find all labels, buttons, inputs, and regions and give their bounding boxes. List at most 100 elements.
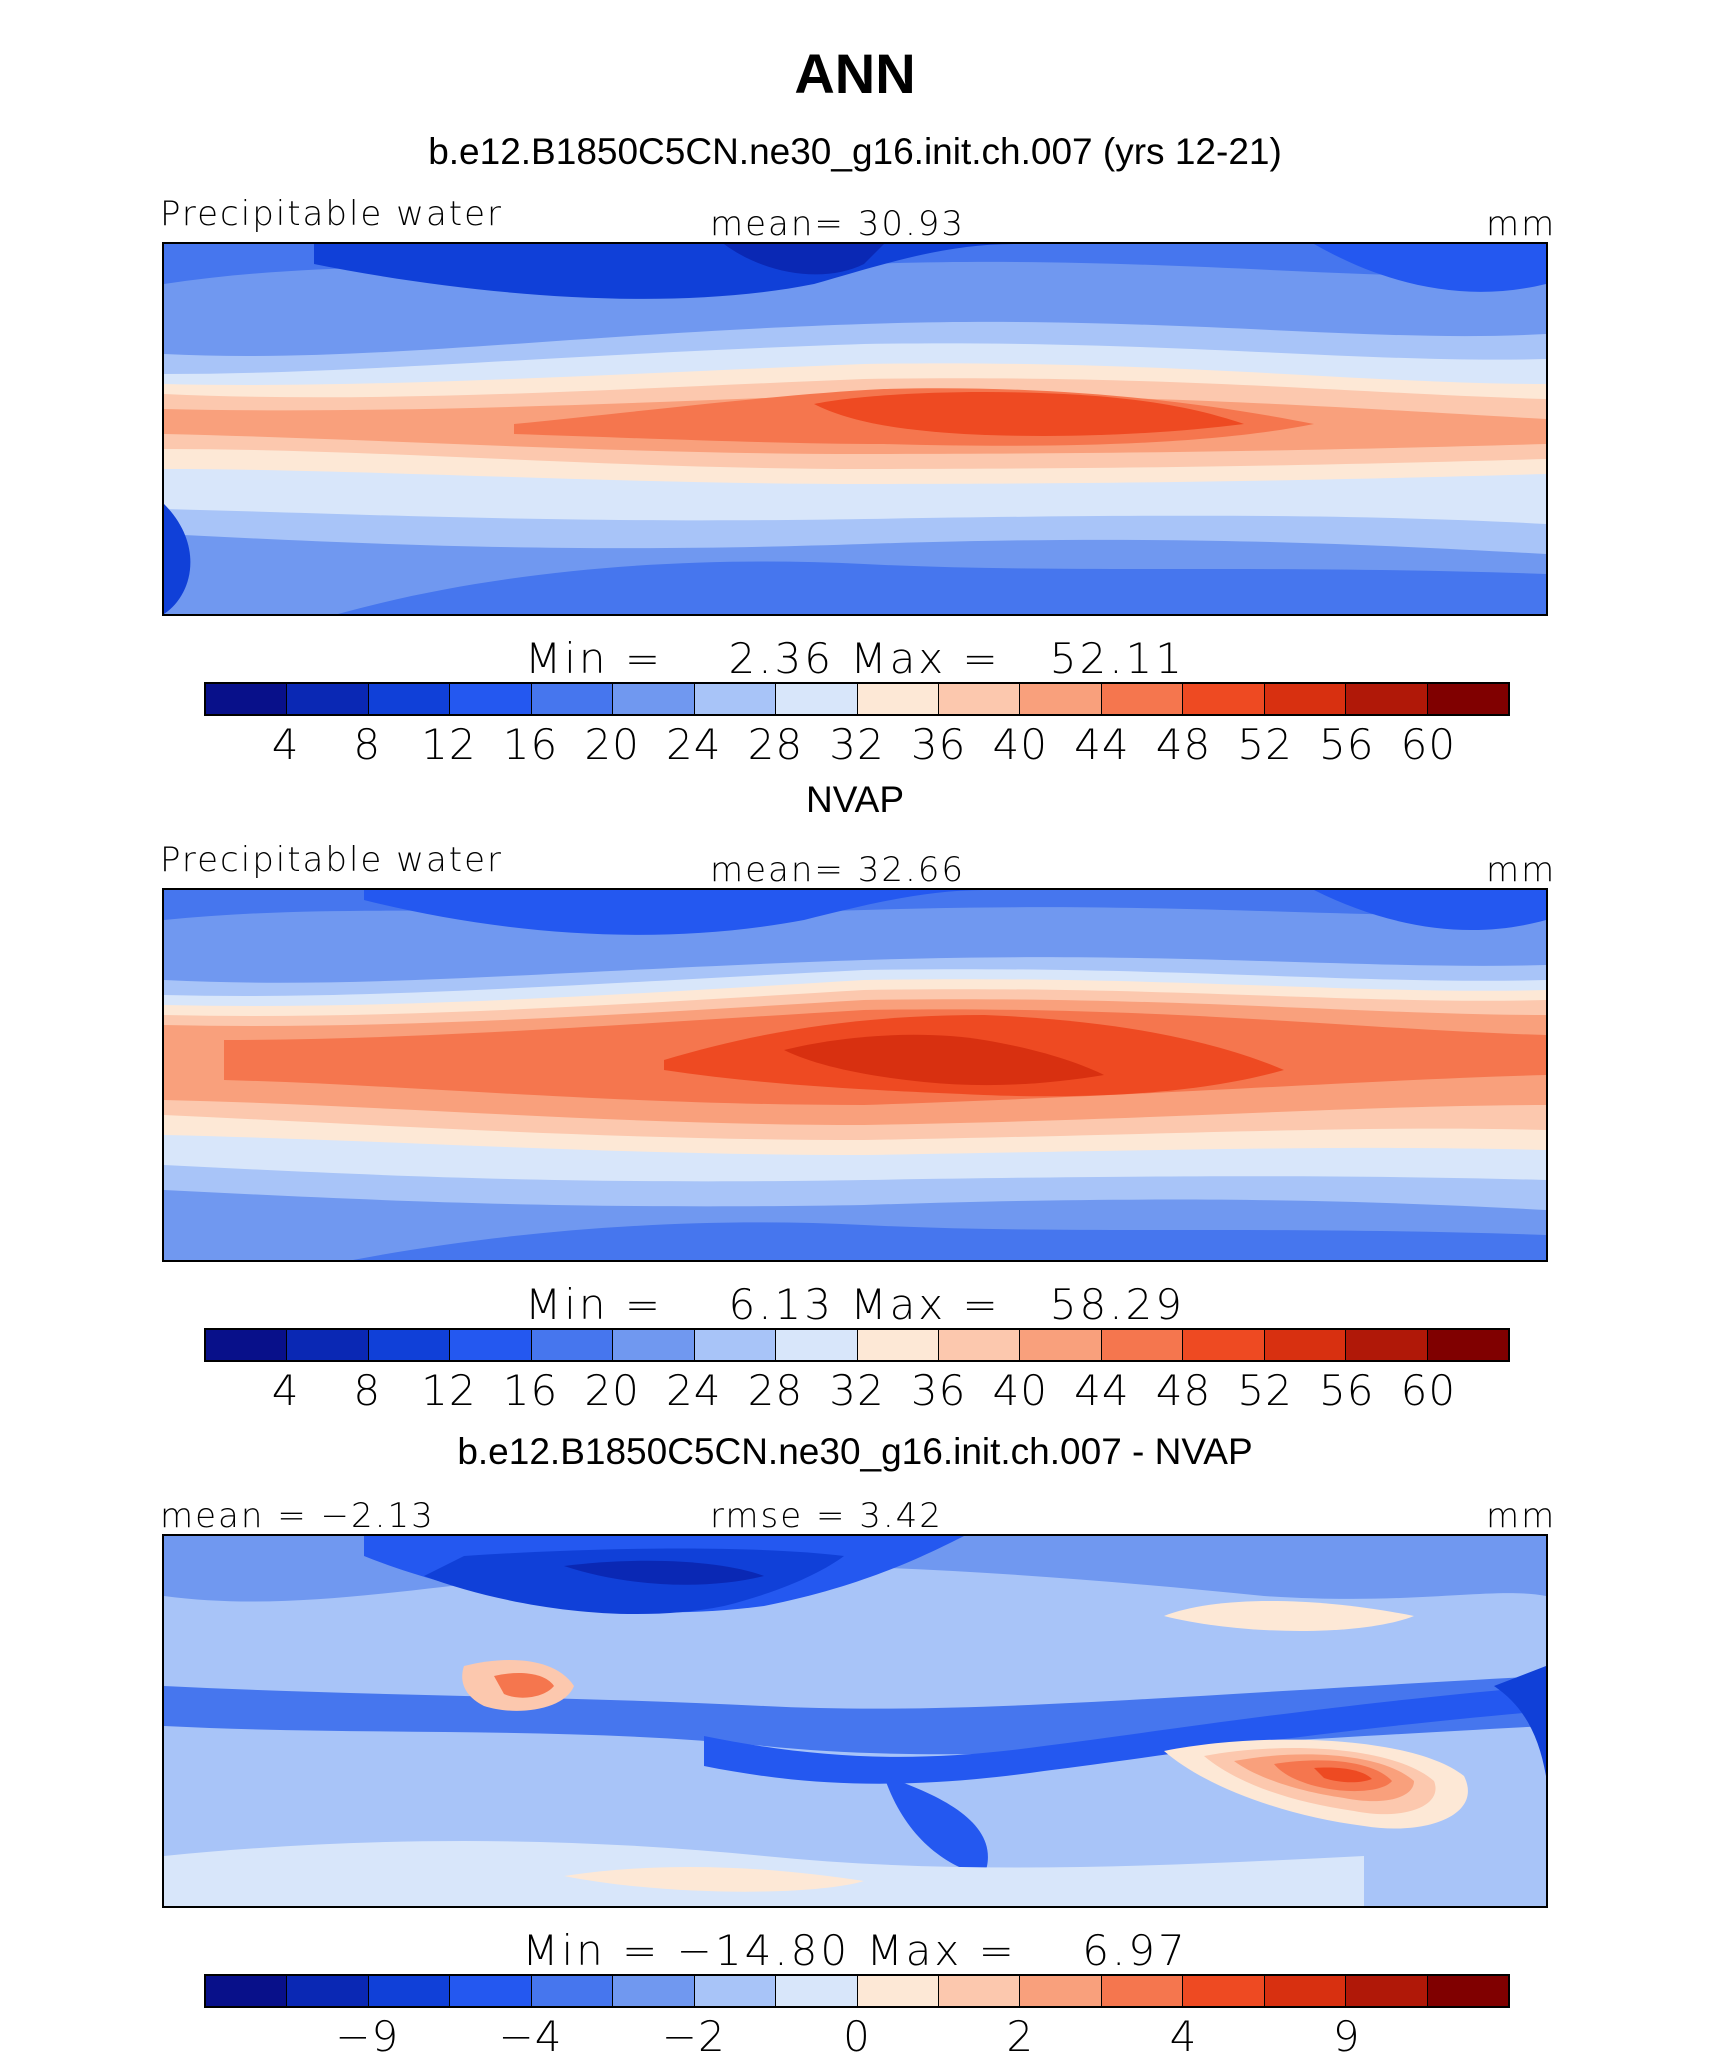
- colorbar-tick-label: −9: [335, 2012, 400, 2061]
- panel-1-variable-label: Precipitable water: [160, 194, 504, 234]
- panel-3-map: [162, 1534, 1548, 1908]
- colorbar-swatch: [694, 1976, 777, 2006]
- colorbar-swatch: [1183, 1976, 1265, 2006]
- colorbar-swatch: [613, 1330, 695, 1360]
- panel-3-units-label: mm: [1486, 1496, 1557, 1536]
- colorbar-tick-label: 9: [1332, 2012, 1361, 2061]
- colorbar-tick-label: 56: [1319, 720, 1375, 769]
- panel-2-units-label: mm: [1486, 850, 1557, 890]
- colorbar-swatch: [450, 1976, 532, 2006]
- colorbar-swatch: [206, 1330, 288, 1360]
- panel-3-title: b.e12.B1850C5CN.ne30_g16.init.ch.007 - N…: [457, 1431, 1253, 1472]
- colorbar-swatch: [776, 684, 858, 714]
- colorbar-tick-label: 12: [421, 720, 477, 769]
- colorbar-swatch: [531, 1330, 614, 1360]
- colorbar-swatch: [1101, 684, 1184, 714]
- colorbar-swatch: [857, 1976, 939, 2006]
- colorbar-swatch: [776, 1330, 858, 1360]
- panel-1-colorbar-ticks: 4 8 12 16 20 24 28 32 36 40 44 48 52 56 60: [204, 722, 1510, 772]
- colorbar-tick-label: 44: [1074, 1366, 1130, 1415]
- colorbar-swatch: [368, 1976, 451, 2006]
- panel-2-colorbar: [204, 1328, 1510, 1362]
- panel-3-mean-label: mean = −2.13: [160, 1496, 435, 1536]
- colorbar-swatch: [1346, 684, 1428, 714]
- colorbar-swatch: [857, 1330, 939, 1360]
- colorbar-tick-label: 60: [1400, 1366, 1457, 1415]
- colorbar-tick-label: 16: [502, 720, 559, 769]
- colorbar-swatch: [1427, 1330, 1508, 1360]
- colorbar-swatch: [1264, 684, 1347, 714]
- colorbar-swatch: [1346, 1976, 1428, 2006]
- colorbar-swatch: [287, 1976, 369, 2006]
- colorbar-swatch: [1020, 1976, 1102, 2006]
- colorbar-swatch: [368, 684, 451, 714]
- colorbar-swatch: [450, 1330, 532, 1360]
- panel-1-map-field: [164, 244, 1546, 614]
- colorbar-tick-label: 32: [829, 1366, 885, 1415]
- colorbar-tick-label: 4: [271, 720, 300, 769]
- colorbar-tick-label: 20: [584, 720, 640, 769]
- colorbar-tick-label: 24: [666, 720, 722, 769]
- colorbar-swatch: [450, 684, 532, 714]
- panel-3-colorbar-ticks: −9 −4 −2 0 2 4 9: [204, 2014, 1510, 2064]
- colorbar-tick-label: 2: [1006, 2012, 1035, 2061]
- panel-2-variable-label: Precipitable water: [160, 840, 504, 880]
- colorbar-swatch: [1101, 1330, 1184, 1360]
- colorbar-tick-label: −4: [498, 2012, 563, 2061]
- panel-3-rmse-label: rmse = 3.42: [710, 1496, 943, 1536]
- colorbar-swatch: [694, 684, 777, 714]
- panel-1-mean-label: mean= 30.93: [710, 204, 966, 244]
- colorbar-swatch: [1101, 1976, 1184, 2006]
- colorbar-swatch: [368, 1330, 451, 1360]
- colorbar-tick-label: 36: [910, 1366, 967, 1415]
- colorbar-tick-label: 48: [1155, 720, 1212, 769]
- colorbar-tick-label: 56: [1319, 1366, 1375, 1415]
- colorbar-swatch: [938, 684, 1021, 714]
- panel-2-title: NVAP: [805, 779, 904, 820]
- colorbar-swatch: [1020, 684, 1102, 714]
- colorbar-tick-label: 36: [910, 720, 967, 769]
- colorbar-swatch: [206, 1976, 288, 2006]
- colorbar-swatch: [857, 684, 939, 714]
- panel-2-minmax: Min = 6.13 Max = 58.29: [525, 1280, 1185, 1329]
- colorbar-swatch: [613, 1976, 695, 2006]
- colorbar-swatch: [531, 684, 614, 714]
- colorbar-swatch: [938, 1976, 1021, 2006]
- colorbar-tick-label: 4: [1169, 2012, 1198, 2061]
- colorbar-tick-label: 40: [992, 720, 1048, 769]
- panel-3-map-field: [164, 1536, 1546, 1906]
- colorbar-swatch: [776, 1976, 858, 2006]
- colorbar-swatch: [938, 1330, 1021, 1360]
- colorbar-tick-label: 24: [666, 1366, 722, 1415]
- colorbar-tick-label: 12: [421, 1366, 477, 1415]
- colorbar-swatch: [287, 684, 369, 714]
- colorbar-tick-label: 40: [992, 1366, 1048, 1415]
- colorbar-tick-label: 60: [1400, 720, 1457, 769]
- colorbar-tick-label: 16: [502, 1366, 559, 1415]
- colorbar-swatch: [287, 1330, 369, 1360]
- colorbar-swatch: [1346, 1330, 1428, 1360]
- panel-1-title: b.e12.B1850C5CN.ne30_g16.init.ch.007 (yr…: [428, 131, 1282, 172]
- colorbar-swatch: [1264, 1976, 1347, 2006]
- panel-3-minmax: Min = −14.80 Max = 6.97: [522, 1926, 1188, 1975]
- colorbar-tick-label: 48: [1155, 1366, 1212, 1415]
- colorbar-tick-label: 44: [1074, 720, 1130, 769]
- panel-2-map-field: [164, 890, 1546, 1260]
- colorbar-tick-label: 8: [353, 720, 382, 769]
- colorbar-tick-label: 52: [1237, 1366, 1293, 1415]
- colorbar-tick-label: 52: [1237, 720, 1293, 769]
- panel-1-minmax: Min = 2.36 Max = 52.11: [525, 634, 1185, 683]
- colorbar-tick-label: 8: [353, 1366, 382, 1415]
- figure-title: ANN: [794, 42, 916, 105]
- colorbar-tick-label: 28: [747, 1366, 804, 1415]
- colorbar-swatch: [1427, 1976, 1508, 2006]
- colorbar-swatch: [1264, 1330, 1347, 1360]
- colorbar-tick-label: 28: [747, 720, 804, 769]
- colorbar-swatch: [1427, 684, 1508, 714]
- panel-1-colorbar: [204, 682, 1510, 716]
- panel-2-map: [162, 888, 1548, 1262]
- panel-1-map: [162, 242, 1548, 616]
- colorbar-swatch: [1183, 684, 1265, 714]
- colorbar-tick-label: 32: [829, 720, 885, 769]
- colorbar-tick-label: 0: [843, 2012, 871, 2061]
